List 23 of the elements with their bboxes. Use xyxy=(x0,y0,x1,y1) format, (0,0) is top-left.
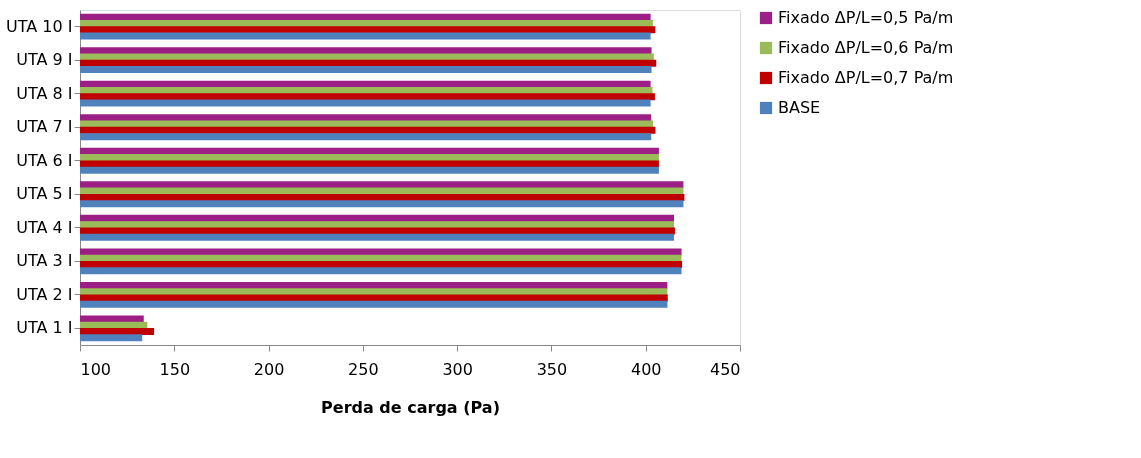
y-tick-label: UTA 9 I xyxy=(16,50,73,70)
x-tick-label: 300 xyxy=(442,359,473,379)
y-tick-label: UTA 8 I xyxy=(16,83,73,103)
x-tick-label: 400 xyxy=(630,359,662,379)
legend-label: BASE xyxy=(778,98,821,117)
x-tick-label: 350 xyxy=(536,359,568,379)
legend-label: Fixado ΔP/L=0,7 Pa/m xyxy=(778,68,954,87)
x-tick-label: 100 xyxy=(80,359,112,379)
y-tick-label: UTA 2 I xyxy=(16,284,73,304)
y-tick-label: UTA 5 I xyxy=(16,184,73,204)
y-tick-label: UTA 1 I xyxy=(16,318,73,338)
y-tick-label: UTA 4 I xyxy=(16,217,73,237)
legend-label: Fixado ΔP/L=0,6 Pa/m xyxy=(778,38,954,57)
y-tick-label: UTA 6 I xyxy=(16,150,73,170)
x-tick-label: 200 xyxy=(253,359,285,379)
x-tick-label: 150 xyxy=(159,359,191,379)
x-tick-label: 250 xyxy=(348,359,379,379)
legend-label: Fixado ΔP/L=0,5 Pa/m xyxy=(778,8,954,27)
y-tick-label: UTA 10 I xyxy=(6,16,73,36)
x-tick-label: 450 xyxy=(709,359,741,379)
x-axis-title: Perda de carga (Pa) xyxy=(321,397,500,417)
y-tick-label: UTA 3 I xyxy=(16,251,73,271)
y-tick-label: UTA 7 I xyxy=(16,117,73,137)
